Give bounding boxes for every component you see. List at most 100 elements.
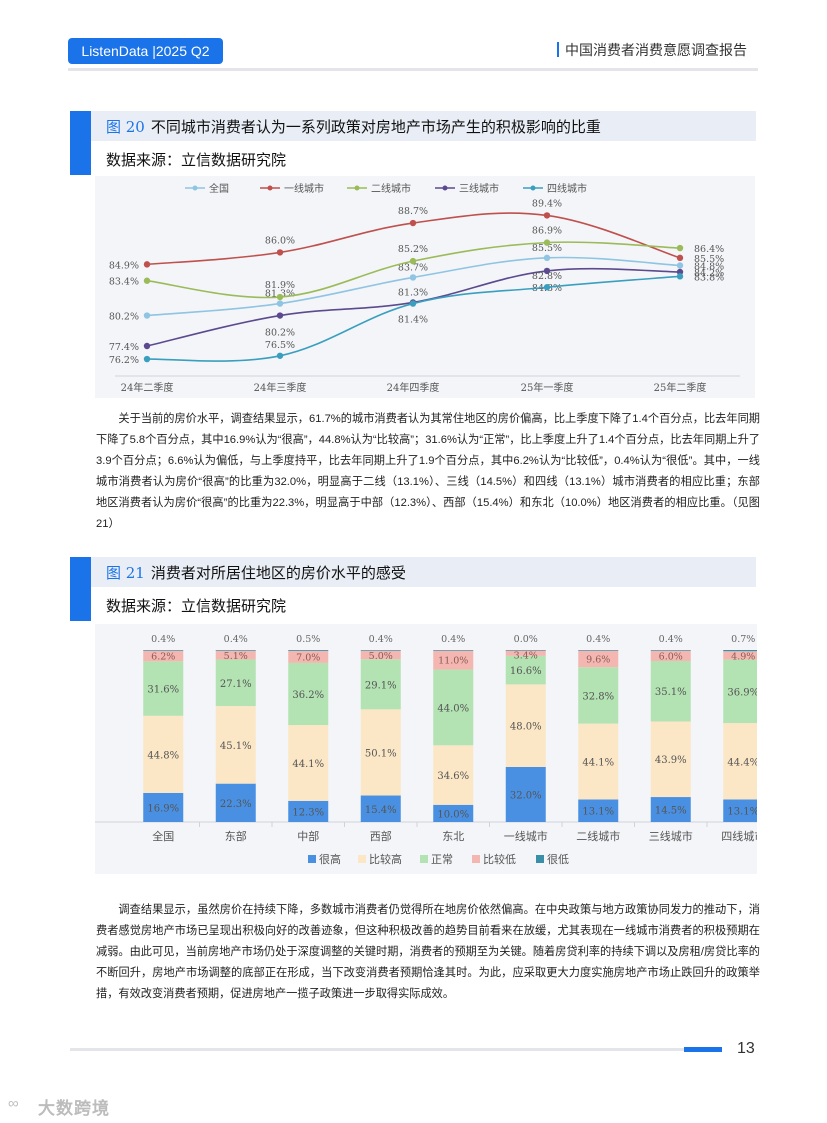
data-point-1-3	[543, 212, 551, 219]
bar-segment-4-0	[433, 804, 474, 822]
bar-legend-item-1: 比较高	[358, 852, 402, 866]
bar-label-4-1: 34.6%	[437, 771, 469, 782]
figure21-title-band	[70, 557, 756, 587]
bar-legend-item-2: 正常	[420, 853, 453, 866]
data-label-0-2: 83.7%	[398, 262, 428, 273]
bar-segment-8-0	[723, 799, 764, 822]
footer-divider	[70, 1048, 720, 1051]
bar-segment-1-1	[215, 706, 256, 784]
bar-segment-0-3	[143, 650, 184, 662]
data-point-3-0	[143, 342, 151, 350]
bar-segment-2-3	[288, 650, 329, 663]
figure20-title: 图 20 不同城市消费者认为一系列政策对房地产市场产生的积极影响的比重	[106, 116, 601, 137]
bar-label-4-0: 10.0%	[437, 809, 469, 820]
data-label-1-4: 85.5%	[694, 254, 724, 265]
bar-label-5-3: 3.4%	[514, 651, 538, 662]
data-point-1-4	[676, 254, 684, 262]
analysis-paragraph-2: 调查结果显示，虽然房价在持续下降，多数城市消费者仍觉得所在地房价依然偏高。在中央…	[96, 900, 760, 1005]
bar-segment-5-4	[505, 650, 546, 651]
bar-legend-swatch-3	[472, 855, 480, 863]
bar-segment-2-1	[288, 725, 329, 801]
bar-label-0-4: 0.4%	[151, 634, 175, 645]
data-label-3-1: 80.2%	[265, 328, 295, 339]
bar-label-0-3: 6.2%	[151, 652, 175, 663]
bar-segment-6-4	[578, 650, 619, 651]
data-point-2-4	[676, 244, 684, 252]
data-label-0-3: 85.5%	[532, 243, 562, 254]
paragraph-2-text: 调查结果显示，虽然房价在持续下降，多数城市消费者仍觉得所在地房价依然偏高。在中央…	[96, 904, 760, 1000]
bar-segment-0-0	[143, 792, 184, 822]
bar-category-label-8: 四线城市	[721, 829, 757, 843]
data-point-3-3	[543, 267, 551, 275]
bar-stack-3: 15.4% 50.1% 29.1% 5.0% 0.4%	[360, 634, 401, 822]
bar-stack-7: 14.5% 43.9% 35.1% 6.0% 0.4%	[650, 634, 691, 822]
figure20-title-band	[70, 111, 756, 141]
data-label-2-3: 86.9%	[532, 226, 562, 237]
data-label-3-2: 81.4%	[398, 314, 428, 325]
figure21-source: 数据来源：立信数据研究院	[106, 597, 287, 615]
legend-marker-4	[530, 185, 536, 191]
bar-label-6-1: 44.1%	[582, 758, 614, 769]
bar-label-8-2: 36.9%	[727, 687, 757, 698]
bar-label-7-0: 14.5%	[655, 806, 687, 817]
bar-segment-6-1	[578, 723, 619, 800]
figure21-accent-bar	[70, 557, 91, 621]
data-label-4-2: 81.3%	[398, 288, 428, 299]
bar-segment-1-3	[215, 650, 256, 660]
bar-label-0-2: 31.6%	[147, 685, 179, 696]
bar-segment-6-0	[578, 799, 619, 822]
bar-segment-4-4	[433, 650, 474, 651]
bar-label-3-3: 5.0%	[369, 651, 393, 662]
bar-segment-6-2	[578, 667, 619, 724]
bar-category-label-3: 西部	[370, 829, 392, 843]
analysis-paragraph-1: 关于当前的房价水平，调查结果显示，61.7%的城市消费者认为其常住地区的房价偏高…	[96, 409, 760, 535]
bar-segment-1-4	[215, 650, 256, 651]
x-tick-label-3: 25年一季度	[521, 381, 574, 394]
bar-chart: 16.9% 44.8% 31.6% 6.2% 0.4% 全国 22.3% 45.1% 27.1%…	[95, 634, 780, 866]
bar-label-2-2: 36.2%	[292, 690, 324, 701]
data-label-1-2: 88.7%	[398, 206, 428, 217]
bar-segment-5-2	[505, 655, 546, 685]
bar-legend-item-3: 比较低	[472, 852, 516, 866]
bar-label-2-4: 0.5%	[296, 634, 320, 645]
bar-segment-5-1	[505, 684, 546, 767]
bar-legend-swatch-4	[536, 855, 544, 863]
bar-segment-7-2	[650, 661, 691, 722]
bar-segment-1-0	[215, 783, 256, 822]
report-badge: ListenData |2025 Q2	[68, 38, 223, 64]
data-point-2-3	[543, 239, 551, 246]
figure21-title: 图 21 消费者对所居住地区的房价水平的感受	[106, 562, 406, 583]
bar-segment-2-0	[288, 800, 329, 822]
series-4: 76.2% 76.5% 81.3% 82.8% 83.8%	[109, 271, 724, 366]
bar-segment-0-1	[143, 715, 184, 793]
legend-item-3: 三线城市	[435, 182, 499, 195]
bar-label-0-1: 44.8%	[147, 750, 179, 761]
bar-category-label-6: 二线城市	[576, 829, 620, 843]
bar-legend-swatch-0	[308, 855, 316, 863]
report-title-text: 中国消费者消费意愿调查报告	[565, 42, 747, 58]
bar-label-8-3: 4.9%	[731, 652, 755, 663]
legend-marker-0	[192, 185, 198, 191]
data-label-2-1: 81.9%	[265, 280, 295, 291]
bar-segment-2-2	[288, 662, 329, 726]
data-label-1-3: 89.4%	[532, 198, 562, 209]
bar-legend-swatch-2	[420, 855, 428, 863]
bar-category-label-5: 一线城市	[504, 829, 548, 843]
line-chart-container: 全国 一线城市 二线城市 三线城市 四线城市 24年二季度 24年三季度 24年四季度 25年一…	[95, 176, 755, 398]
legend-item-2: 二线城市	[347, 182, 411, 195]
bar-label-4-3: 11.0%	[438, 656, 468, 667]
data-label-4-4: 83.8%	[694, 272, 724, 283]
bar-legend-label-4: 很低	[547, 852, 569, 866]
bar-legend-swatch-1	[358, 855, 366, 863]
series-1: 84.9% 86.0% 88.7% 89.4% 85.5%	[109, 198, 724, 271]
bar-segment-5-3	[505, 650, 546, 656]
bar-legend-label-3: 比较低	[483, 852, 516, 866]
bar-segment-7-1	[650, 721, 691, 798]
data-point-2-0	[143, 277, 151, 284]
bar-category-label-4: 东北	[442, 830, 464, 843]
bar-segment-7-3	[650, 650, 691, 662]
data-point-0-3	[543, 254, 551, 262]
bar-legend-label-0: 很高	[319, 852, 341, 866]
bar-label-7-1: 43.9%	[655, 755, 687, 766]
data-label-3-4: 84.2%	[694, 268, 724, 279]
